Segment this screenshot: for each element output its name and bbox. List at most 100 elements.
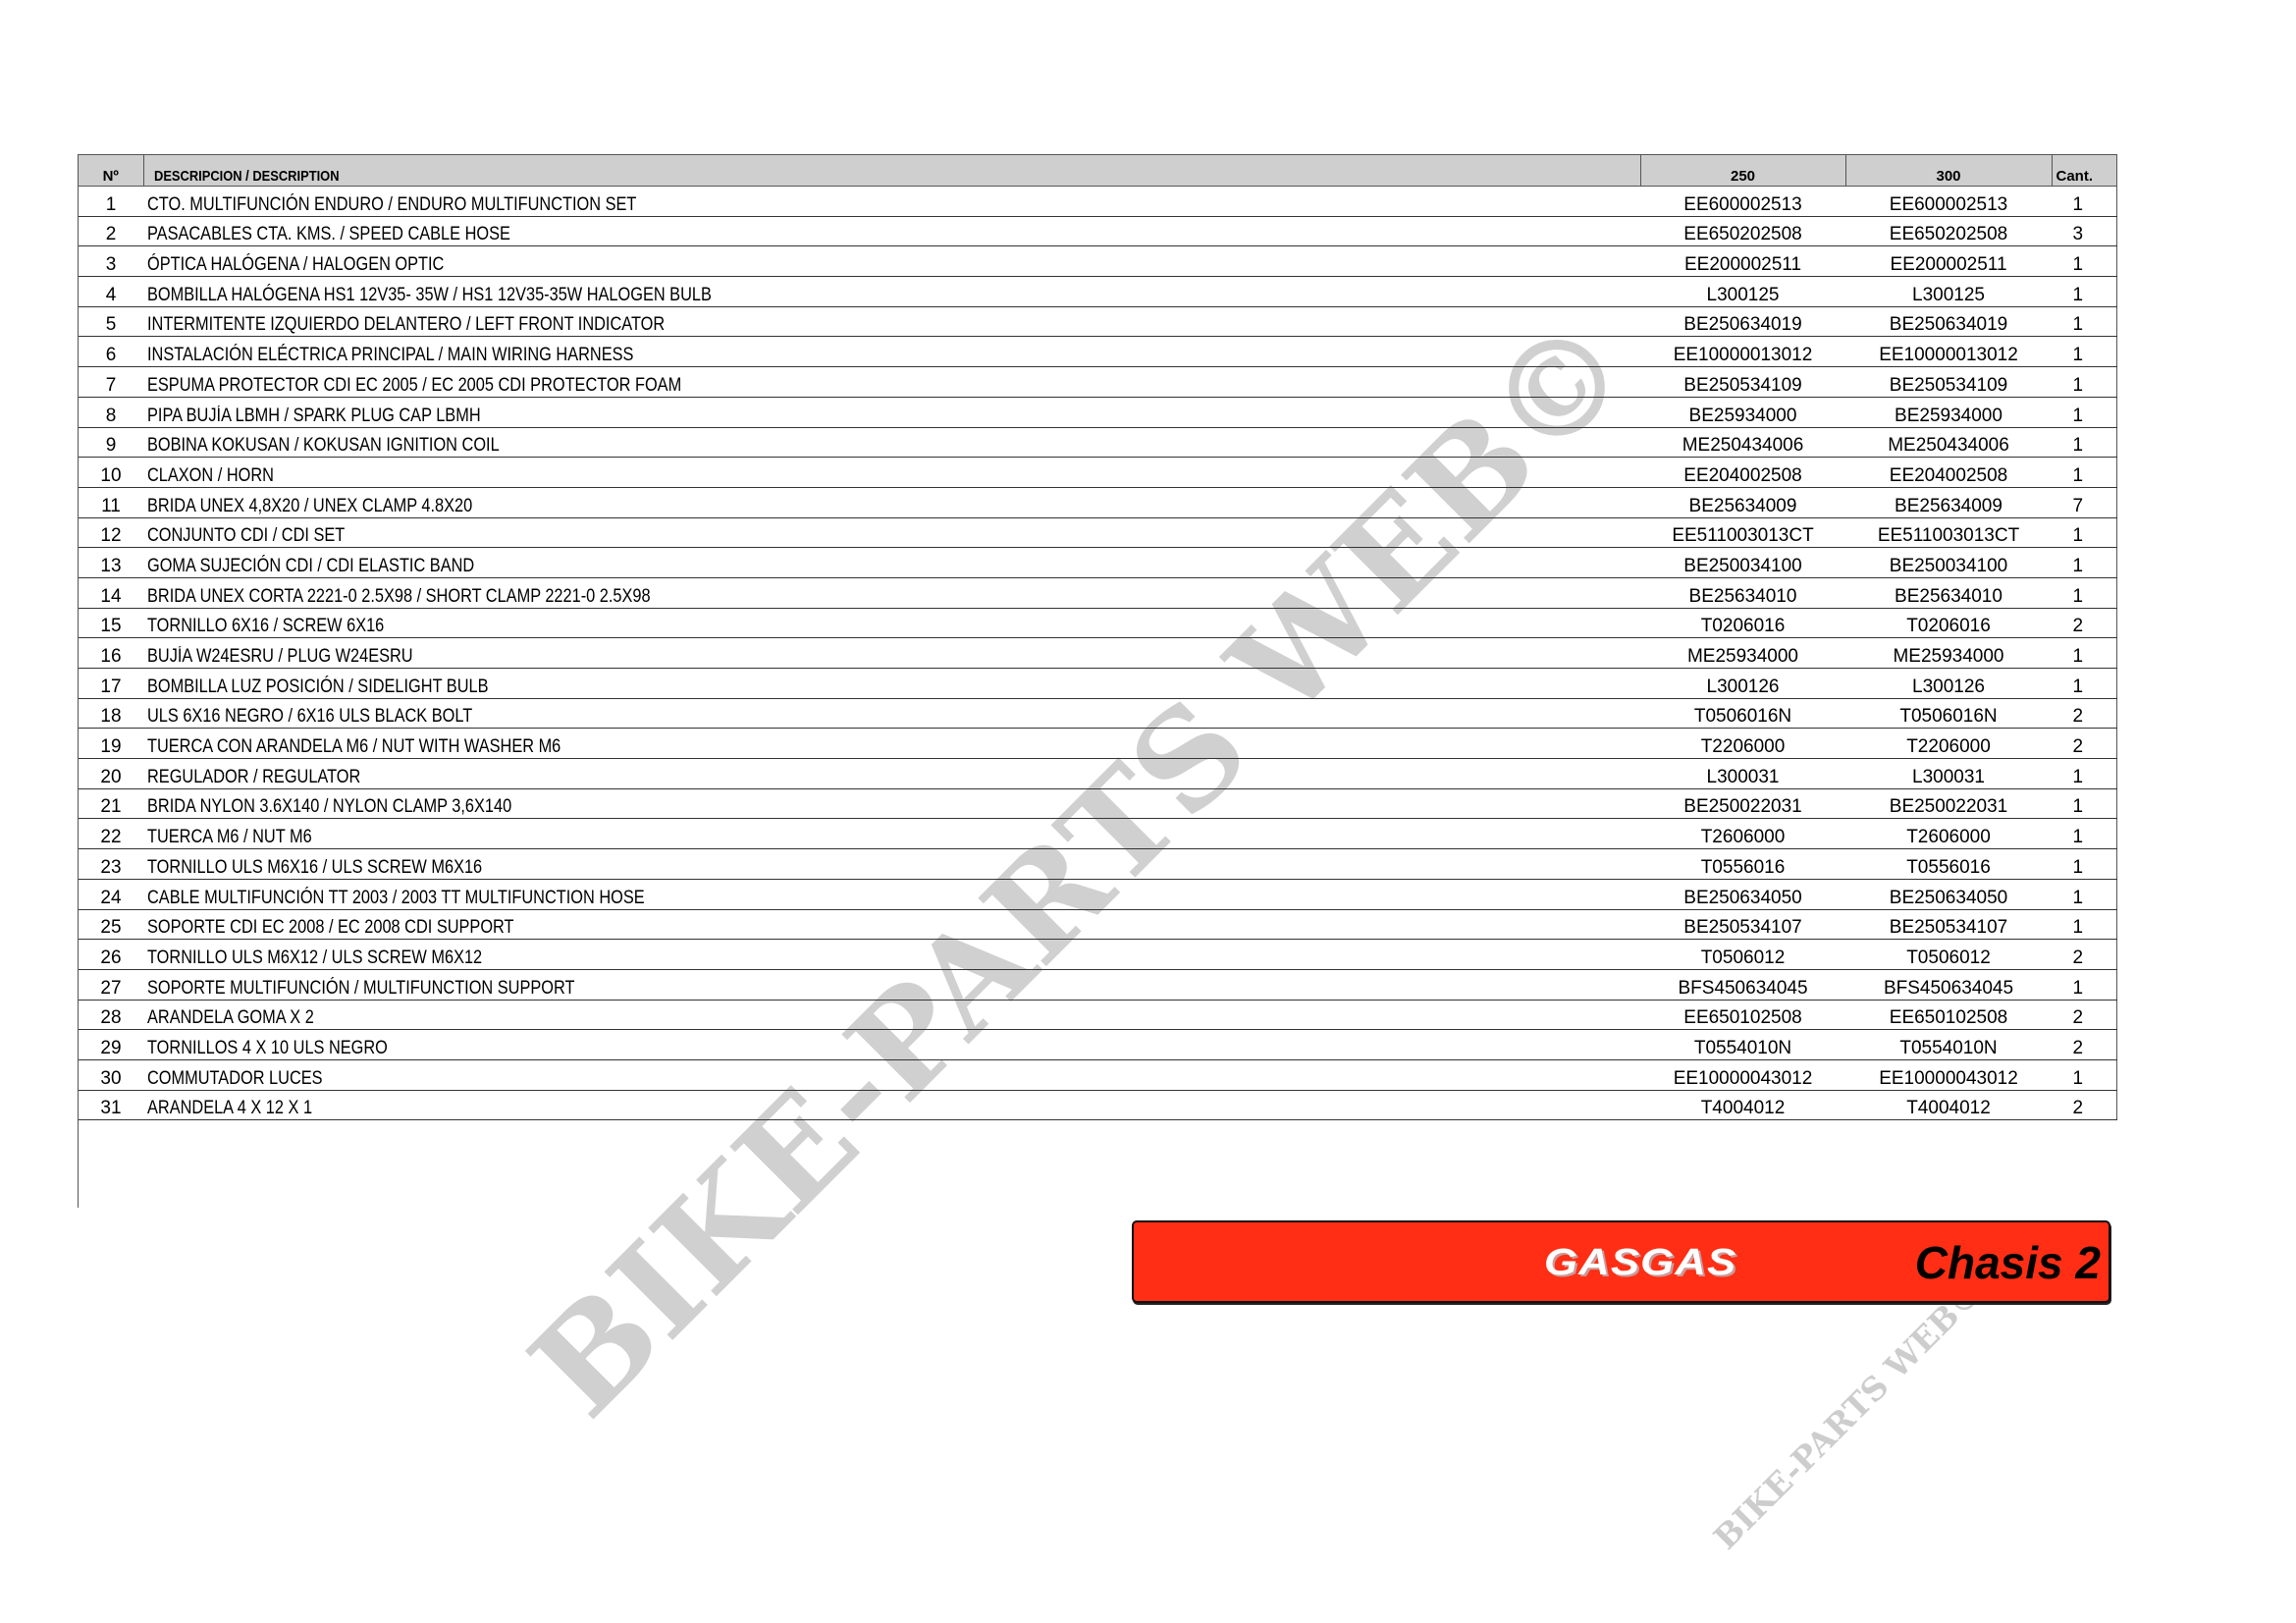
row-description: GOMA SUJECIÓN CDI / CDI ELASTIC BAND (143, 547, 1640, 578)
row-code-300: T0556016 (1845, 848, 2052, 880)
row-no: 1 (79, 186, 143, 217)
row-code-250: T0206016 (1640, 608, 1845, 639)
row-qty: 1 (2052, 517, 2117, 549)
row-code-250: EE600002513 (1640, 186, 1845, 217)
row-qty: 2 (2052, 1000, 2117, 1031)
row-code-300: L300031 (1845, 758, 2052, 789)
row-code-300: EE600002513 (1845, 186, 2052, 217)
row-description: SOPORTE CDI EC 2008 / EC 2008 CDI SUPPOR… (143, 909, 1640, 941)
row-qty: 1 (2052, 306, 2117, 338)
row-code-250: T4004012 (1640, 1090, 1845, 1121)
row-no: 9 (79, 427, 143, 459)
row-no: 30 (79, 1059, 143, 1091)
row-description: PIPA BUJÍA LBMH / SPARK PLUG CAP LBMH (143, 397, 1640, 428)
row-qty: 1 (2052, 457, 2117, 488)
row-no: 2 (79, 216, 143, 247)
row-code-250: EE10000043012 (1640, 1059, 1845, 1091)
table-row: 17 BOMBILLA LUZ POSICIÓN / SIDELIGHT BULB… (79, 668, 2117, 699)
row-qty: 1 (2052, 547, 2117, 578)
row-no: 12 (79, 517, 143, 549)
row-qty: 2 (2052, 1029, 2117, 1060)
row-description: CLAXON / HORN (143, 457, 1640, 488)
table-header-row: Nº DESCRIPCION / DESCRIPTION 250 300 Can… (79, 154, 2117, 187)
row-code-300: T0506012 (1845, 939, 2052, 970)
row-code-250: T2606000 (1640, 818, 1845, 850)
row-no: 15 (79, 608, 143, 639)
table-row: 4 BOMBILLA HALÓGENA HS1 12V35- 35W / HS1 … (79, 276, 2117, 307)
row-description: BOMBILLA HALÓGENA HS1 12V35- 35W / HS1 1… (143, 276, 1640, 307)
table-row: 19 TUERCA CON ARANDELA M6 / NUT WITH WASH… (79, 728, 2117, 760)
row-no: 14 (79, 577, 143, 609)
row-no: 11 (79, 487, 143, 518)
row-description: CONJUNTO CDI / CDI SET (143, 517, 1640, 549)
table-row: 14 BRIDA UNEX CORTA 2221-0 2.5X98 / SHORT… (79, 577, 2117, 609)
row-code-250: BE250534109 (1640, 366, 1845, 398)
row-description: ARANDELA 4 X 12 X 1 (143, 1090, 1640, 1121)
row-code-300: BE250634050 (1845, 879, 2052, 910)
row-description: TORNILLOS 4 X 10 ULS NEGRO (143, 1029, 1640, 1060)
row-description: BUJÍA W24ESRU / PLUG W24ESRU (143, 637, 1640, 669)
row-no: 23 (79, 848, 143, 880)
row-code-250: L300125 (1640, 276, 1845, 307)
table-row: 31 ARANDELA 4 X 12 X 1 T4004012 T4004012 2 (79, 1090, 2117, 1121)
section-badge: GASGAS Chasis 2 (1132, 1220, 2110, 1303)
row-code-300: EE650202508 (1845, 216, 2052, 247)
row-code-300: EE200002511 (1845, 245, 2052, 278)
row-code-300: T4004012 (1845, 1090, 2052, 1121)
watermark-small: BIKE-PARTS WEB© (1706, 1273, 1990, 1557)
row-code-250: ME25934000 (1640, 637, 1845, 669)
row-qty: 1 (2052, 818, 2117, 850)
row-qty: 1 (2052, 336, 2117, 368)
parts-table-container: Nº DESCRIPCION / DESCRIPTION 250 300 Can… (79, 154, 2117, 1121)
row-no: 16 (79, 637, 143, 669)
row-description: BRIDA NYLON 3.6X140 / NYLON CLAMP 3,6X14… (143, 788, 1640, 820)
row-description: BRIDA UNEX CORTA 2221-0 2.5X98 / SHORT C… (143, 577, 1640, 609)
row-code-250: BE25934000 (1640, 397, 1845, 428)
row-qty: 1 (2052, 577, 2117, 609)
header-qty: Cant. (2052, 154, 2117, 187)
row-description: TUERCA M6 / NUT M6 (143, 818, 1640, 850)
row-qty: 2 (2052, 698, 2117, 730)
row-no: 3 (79, 245, 143, 278)
row-code-300: ME250434006 (1845, 427, 2052, 459)
row-no: 18 (79, 698, 143, 730)
row-no: 8 (79, 397, 143, 428)
row-code-300: BE250034100 (1845, 547, 2052, 578)
row-no: 31 (79, 1090, 143, 1121)
row-qty: 2 (2052, 939, 2117, 970)
row-qty: 1 (2052, 758, 2117, 789)
row-qty: 1 (2052, 366, 2117, 398)
row-no: 24 (79, 879, 143, 910)
row-code-300: BE250534107 (1845, 909, 2052, 941)
row-code-300: T2606000 (1845, 818, 2052, 850)
row-description: INSTALACIÓN ELÉCTRICA PRINCIPAL / MAIN W… (143, 336, 1640, 368)
table-row: 27 SOPORTE MULTIFUNCIÓN / MULTIFUNCTION S… (79, 969, 2117, 1001)
row-code-300: L300125 (1845, 276, 2052, 307)
row-code-300: EE10000043012 (1845, 1059, 2052, 1091)
table-row: 28 ARANDELA GOMA X 2 EE650102508 EE65010250… (79, 1000, 2117, 1031)
row-code-300: EE204002508 (1845, 457, 2052, 488)
row-no: 6 (79, 336, 143, 368)
table-row: 12 CONJUNTO CDI / CDI SET EE511003013CT EE5… (79, 517, 2117, 549)
row-qty: 1 (2052, 668, 2117, 699)
row-code-250: L300126 (1640, 668, 1845, 699)
row-qty: 3 (2052, 216, 2117, 247)
row-qty: 7 (2052, 487, 2117, 518)
row-no: 13 (79, 547, 143, 578)
row-code-300: BE25634010 (1845, 577, 2052, 609)
row-code-250: BE25634010 (1640, 577, 1845, 609)
row-code-250: EE204002508 (1640, 457, 1845, 488)
header-250: 250 (1640, 154, 1846, 187)
row-code-250: BFS450634045 (1640, 969, 1845, 1001)
table-row: 25 SOPORTE CDI EC 2008 / EC 2008 CDI SUPP… (79, 909, 2117, 941)
row-code-300: BE25634009 (1845, 487, 2052, 518)
row-no: 17 (79, 668, 143, 699)
row-no: 27 (79, 969, 143, 1001)
table-row: 24 CABLE MULTIFUNCIÓN TT 2003 / 2003 TT M… (79, 879, 2117, 910)
row-qty: 1 (2052, 909, 2117, 941)
row-code-250: BE250022031 (1640, 788, 1845, 820)
row-qty: 1 (2052, 397, 2117, 428)
row-no: 22 (79, 818, 143, 850)
row-no: 26 (79, 939, 143, 970)
row-no: 7 (79, 366, 143, 398)
